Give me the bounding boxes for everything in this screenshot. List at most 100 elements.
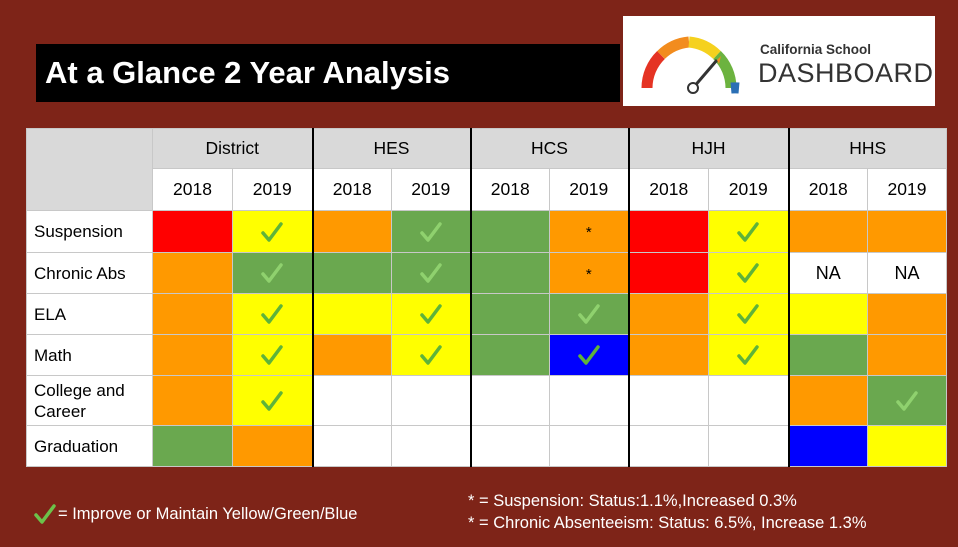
status-cell [391, 334, 471, 376]
status-cell [787, 425, 868, 467]
status-cell [549, 375, 629, 426]
header-corner [26, 128, 153, 211]
logo-line1: California School [760, 42, 872, 57]
status-cell [708, 293, 789, 335]
status-cell [549, 334, 629, 376]
legend-text: = Improve or Maintain Yellow/Green/Blue [58, 504, 358, 523]
status-cell [311, 252, 392, 294]
cell-text: NA [894, 262, 920, 283]
status-cell [867, 375, 947, 426]
status-cell [152, 334, 233, 376]
status-cell [391, 375, 471, 426]
table-row: Suspension * [26, 210, 947, 253]
status-cell [311, 293, 392, 335]
year-header: 2018 [469, 168, 550, 211]
analysis-table: District HES HCS HJH HHS 2018 2019 2018 2019 201… [26, 128, 947, 467]
status-cell [232, 252, 313, 294]
status-cell [311, 334, 392, 376]
status-cell [708, 375, 789, 426]
year-header: 2019 [391, 168, 471, 211]
dashboard-logo: California School DASHBOARD [623, 16, 935, 106]
status-cell [787, 375, 868, 426]
year-header: 2019 [708, 168, 789, 211]
status-cell [232, 375, 313, 426]
status-cell [232, 293, 313, 335]
group-header: HCS [469, 128, 629, 169]
status-cell [311, 210, 392, 253]
status-cell [232, 210, 313, 253]
status-cell [152, 293, 233, 335]
status-cell: * [549, 252, 629, 294]
status-cell [708, 252, 789, 294]
group-header: HJH [627, 128, 789, 169]
year-header: 2019 [549, 168, 629, 211]
group-header: HES [311, 128, 471, 169]
year-header-row: 2018 2019 2018 2019 2018 2019 2018 2019 2018 2019 [27, 168, 947, 211]
checkmark-icon [578, 345, 600, 365]
table-row: Chronic Abs * NA NA [26, 252, 947, 294]
status-cell [549, 425, 629, 467]
status-cell [627, 334, 709, 376]
logo-line2: DASHBOARD [758, 58, 934, 88]
checkmark-icon [420, 345, 442, 365]
checkmark-icon [737, 263, 759, 283]
table-row: Math [26, 334, 947, 376]
status-cell [152, 375, 233, 426]
checkmark-icon [261, 221, 283, 242]
row-label: Suspension [26, 210, 153, 253]
status-cell: NA [787, 252, 868, 294]
row-label: College and Career [26, 375, 153, 426]
year-header: 2019 [867, 168, 947, 211]
row-label: ELA [26, 293, 153, 335]
status-cell [708, 334, 789, 376]
status-cell [627, 210, 709, 253]
group-header: HHS [787, 128, 947, 169]
status-cell [232, 425, 313, 467]
year-header: 2018 [152, 168, 233, 211]
row-label: Math [26, 334, 153, 376]
status-cell [549, 293, 629, 335]
status-cell [469, 252, 550, 294]
status-cell [708, 210, 789, 253]
status-cell [867, 293, 947, 335]
status-cell [311, 425, 392, 467]
status-cell: NA [867, 252, 947, 294]
cell-text: NA [815, 262, 841, 283]
checkmark-icon [737, 221, 759, 242]
slide-title: At a Glance 2 Year Analysis [36, 44, 620, 102]
status-cell [469, 425, 550, 467]
footnote-chronic: * = Chronic Absenteeism: Status: 6.5%, I… [468, 514, 867, 532]
row-label: Chronic Abs [26, 252, 153, 294]
checkmark-icon [578, 304, 600, 324]
status-cell [152, 210, 233, 253]
status-cell [708, 425, 789, 467]
status-cell [391, 252, 471, 294]
year-header: 2018 [787, 168, 868, 211]
status-cell [469, 334, 550, 376]
checkmark-icon [261, 390, 283, 411]
status-cell [469, 293, 550, 335]
cell-text: * [585, 224, 592, 241]
table-row: College and Career [26, 375, 947, 426]
group-header-row: District HES HCS HJH HHS [26, 128, 947, 211]
checkmark-icon [34, 504, 56, 524]
status-cell [391, 210, 471, 253]
status-cell [311, 375, 392, 426]
status-cell [627, 293, 709, 335]
group-header: District [152, 128, 313, 169]
status-cell [469, 210, 550, 253]
status-cell [152, 252, 233, 294]
checkmark-icon [261, 345, 283, 365]
status-cell [867, 334, 947, 376]
status-cell [787, 334, 868, 376]
year-header: 2018 [311, 168, 392, 211]
year-header: 2018 [627, 168, 709, 211]
footnote-suspension: * = Suspension: Status:1.1%,Increased 0.… [468, 492, 797, 510]
status-cell [627, 425, 709, 467]
cell-text: * [585, 265, 592, 283]
legend: = Improve or Maintain Yellow/Green/Blue [34, 503, 357, 525]
status-cell [391, 425, 471, 467]
status-cell [787, 293, 868, 335]
checkmark-icon [896, 390, 918, 411]
